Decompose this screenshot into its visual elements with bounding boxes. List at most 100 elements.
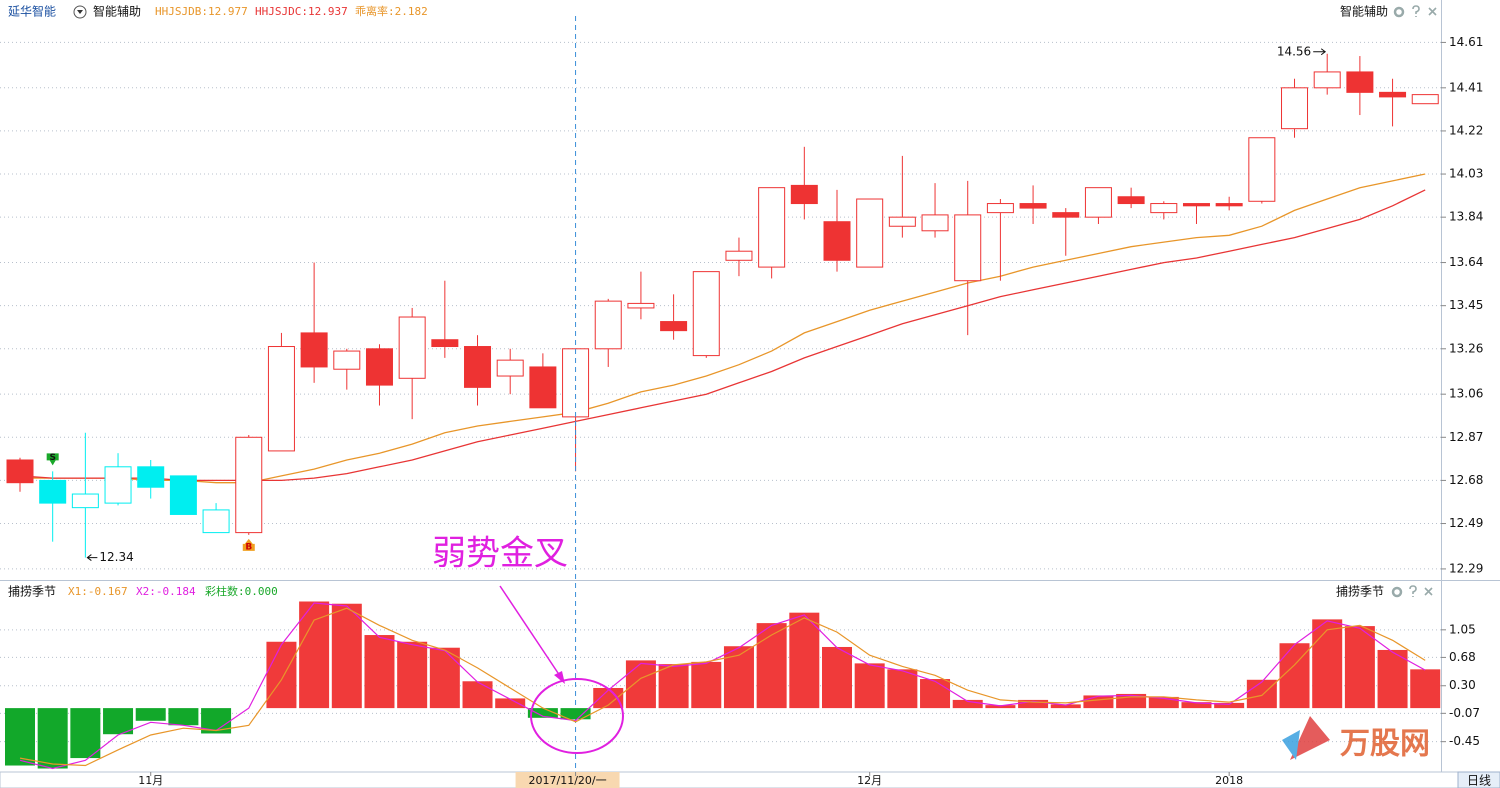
x-tick-label: 2017/11/20/一 bbox=[529, 774, 607, 787]
candle-body bbox=[1313, 71, 1341, 89]
bar bbox=[854, 663, 885, 709]
bar bbox=[168, 708, 199, 726]
panel-name: 捕捞季节 bbox=[1336, 584, 1384, 599]
candle-body bbox=[1150, 203, 1178, 214]
y-tick-label: 13.45 bbox=[1449, 298, 1483, 312]
min-label: 12.34 bbox=[99, 550, 133, 564]
indicator-value: X2:-0.184 bbox=[136, 585, 196, 598]
watermark-text: 万股网 bbox=[1340, 727, 1430, 762]
bar bbox=[723, 646, 754, 709]
x-tick-label: 11月 bbox=[138, 774, 163, 787]
help-icon[interactable] bbox=[1409, 585, 1417, 597]
signal-label: S bbox=[49, 453, 55, 463]
annotation-text: 弱势金叉 bbox=[432, 534, 568, 574]
bar bbox=[299, 601, 330, 709]
max-arrow bbox=[1313, 48, 1327, 56]
watermark-logo bbox=[1282, 730, 1300, 760]
close-icon[interactable] bbox=[1428, 7, 1437, 16]
crosshair-label-bg bbox=[515, 772, 620, 788]
candle-body bbox=[104, 466, 132, 504]
candle-body bbox=[365, 348, 393, 386]
min-arrow bbox=[86, 554, 98, 561]
candle-body bbox=[888, 216, 916, 227]
candle-body bbox=[71, 493, 99, 509]
close-icon[interactable] bbox=[1424, 587, 1433, 596]
bar bbox=[985, 705, 1016, 709]
candle-body bbox=[856, 198, 884, 268]
bar bbox=[756, 623, 787, 709]
y-tick-label: 12.68 bbox=[1449, 473, 1483, 487]
candle-body bbox=[1084, 187, 1112, 218]
bar bbox=[364, 635, 395, 709]
period-button[interactable]: 日线 bbox=[1467, 774, 1491, 788]
candle-body bbox=[954, 214, 982, 282]
panel-icons bbox=[1391, 585, 1433, 598]
candle-body bbox=[398, 316, 426, 379]
bar bbox=[952, 699, 983, 709]
candle-body bbox=[1019, 203, 1047, 209]
y-tick-label: 14.22 bbox=[1449, 123, 1483, 137]
candle-body bbox=[529, 366, 557, 409]
bar bbox=[429, 647, 460, 709]
candle-body bbox=[627, 302, 655, 309]
candle-body bbox=[169, 475, 197, 515]
bar bbox=[527, 708, 558, 718]
x-tick-label: 2018 bbox=[1215, 774, 1243, 787]
candle-body bbox=[1052, 212, 1080, 218]
bar bbox=[5, 708, 35, 766]
bar bbox=[462, 681, 493, 709]
gear-icon[interactable] bbox=[1391, 586, 1403, 598]
gear-icon[interactable] bbox=[1393, 6, 1405, 18]
plot-area: 12.29 12.49 12.68 12.87 13.06 13.26 13.45 13.64… bbox=[0, 16, 1483, 772]
stock-name[interactable]: 延华智能 bbox=[8, 4, 56, 19]
bar bbox=[1083, 695, 1114, 709]
bar bbox=[1377, 649, 1408, 709]
panel-icons bbox=[1393, 5, 1437, 18]
y-tick-label: -0.45 bbox=[1449, 734, 1480, 748]
y-tick-label: 0.68 bbox=[1449, 650, 1476, 664]
bar bbox=[331, 603, 362, 709]
candle-body bbox=[823, 221, 851, 261]
candle-body bbox=[1411, 94, 1439, 105]
candle-body bbox=[692, 271, 720, 357]
y-tick-label: 13.06 bbox=[1449, 387, 1483, 401]
candle-body bbox=[1215, 203, 1243, 207]
candle-body bbox=[1248, 137, 1276, 202]
bar bbox=[789, 612, 820, 709]
candle-body bbox=[1379, 91, 1407, 98]
bar bbox=[70, 708, 101, 759]
bar bbox=[822, 646, 852, 709]
y-tick-label: 0.30 bbox=[1449, 678, 1476, 692]
signal-marker bbox=[46, 453, 59, 466]
candle-body bbox=[496, 359, 524, 377]
indicator-line bbox=[19, 607, 1426, 767]
annotation-arrow bbox=[499, 585, 561, 677]
bar bbox=[658, 664, 689, 709]
y-tick-label: 12.29 bbox=[1449, 561, 1483, 575]
bar bbox=[495, 698, 526, 709]
period-button-bg[interactable] bbox=[1457, 771, 1500, 788]
bar bbox=[135, 708, 166, 721]
watermark: 万股网 bbox=[1282, 716, 1430, 762]
y-tick-label: 13.26 bbox=[1449, 341, 1483, 355]
bar bbox=[1246, 679, 1277, 709]
bar bbox=[920, 679, 951, 709]
y-tick-label: 12.87 bbox=[1449, 430, 1483, 444]
bar bbox=[1344, 626, 1375, 709]
candle-body bbox=[1182, 203, 1210, 207]
signal-marker bbox=[242, 538, 255, 551]
bar bbox=[37, 708, 68, 769]
x-tick-label: 12月 bbox=[857, 774, 882, 787]
bar bbox=[1018, 699, 1049, 709]
candle-body bbox=[333, 350, 361, 370]
y-tick-label: 14.41 bbox=[1449, 80, 1483, 94]
candle-body bbox=[1117, 196, 1145, 205]
candle-body bbox=[758, 187, 786, 268]
bar bbox=[1410, 669, 1441, 709]
help-icon[interactable] bbox=[1412, 5, 1420, 17]
indicator-line bbox=[19, 602, 1426, 770]
bar bbox=[625, 660, 656, 709]
